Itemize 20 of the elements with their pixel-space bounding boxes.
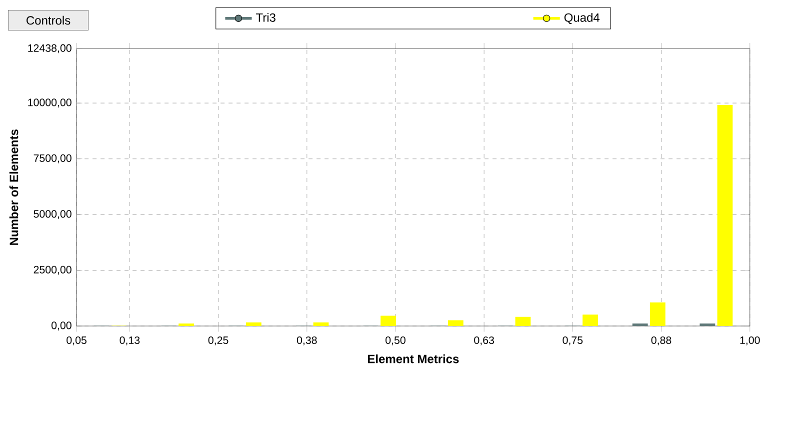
x-axis-title: Element Metrics xyxy=(368,354,459,364)
y-tick-label: 2500,00 xyxy=(34,266,72,275)
x-tick-label: 0,13 xyxy=(120,336,140,346)
y-tick-label: 10000,00 xyxy=(28,98,72,108)
x-tick-label: 0,50 xyxy=(386,336,406,346)
x-tick-label: 0,38 xyxy=(296,336,317,346)
x-tick-label: 0,75 xyxy=(562,336,583,346)
y-tick-label: 12438,00 xyxy=(28,44,72,54)
y-tick-label: 0,00 xyxy=(52,322,72,330)
x-tick-label: 0,05 xyxy=(66,336,86,346)
y-tick-label: 7500,00 xyxy=(34,154,72,164)
x-tick-label: 1,00 xyxy=(740,336,760,346)
x-tick-label: 0,63 xyxy=(474,336,494,346)
y-tick-label: 5000,00 xyxy=(34,210,72,219)
legend-label: Quad4 xyxy=(564,13,600,24)
x-tick-label: 0,25 xyxy=(208,336,228,346)
text: Controls xyxy=(26,16,70,25)
y-axis-title: Number of Elements xyxy=(9,130,18,245)
x-tick-label: 0,88 xyxy=(651,336,672,346)
legend-label: Tri3 xyxy=(256,13,276,22)
